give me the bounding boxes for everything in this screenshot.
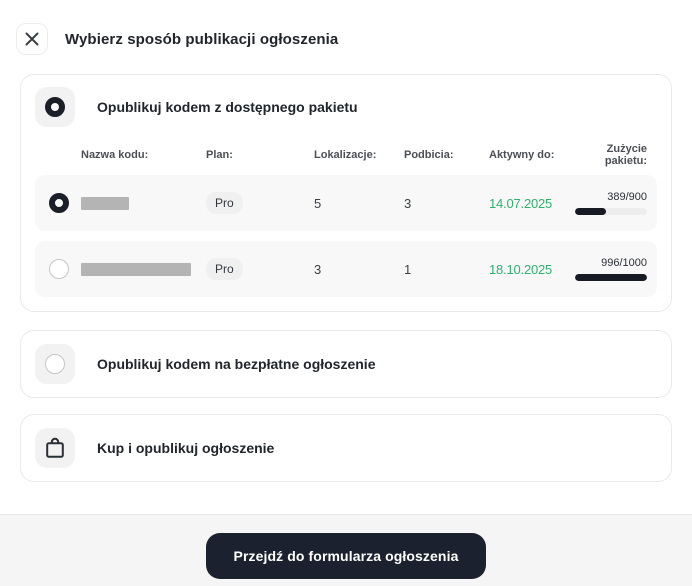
row-radio-selected-icon[interactable]	[49, 193, 69, 213]
col-header-plan: Plan:	[206, 149, 233, 161]
active-until-value: 14.07.2025	[489, 195, 553, 211]
modal-header: Wybierz sposób publikacji ogłoszenia	[0, 0, 692, 55]
modal-content: Opublikuj kodem z dostępnego pakietu Naz…	[0, 55, 692, 482]
active-until-value: 18.10.2025	[489, 261, 553, 277]
usage-progress-bar	[575, 208, 647, 215]
shopping-bag-icon	[46, 437, 64, 458]
col-header-bumps: Podbicia:	[404, 149, 454, 161]
usage-progress-bar	[575, 274, 647, 281]
code-row-2[interactable]: Pro 3 1 18.10.2025 996/1000	[35, 241, 657, 297]
package-codes-table: Nazwa kodu: Plan: Lokalizacje: Podbicia:…	[35, 143, 657, 297]
option-buy-label: Kup i opublikuj ogłoszenie	[97, 440, 275, 456]
go-to-listing-form-button[interactable]: Przejdź do formularza ogłoszenia	[205, 532, 487, 579]
code-row-1[interactable]: Pro 5 3 14.07.2025 389/900	[35, 175, 657, 231]
close-icon	[25, 32, 39, 46]
plan-badge: Pro	[206, 192, 243, 214]
col-header-locations: Lokalizacje:	[314, 149, 377, 161]
col-header-active-until: Aktywny do:	[489, 149, 555, 161]
col-header-usage: Zużycie pakietu:	[604, 143, 647, 167]
locations-value: 3	[314, 261, 322, 277]
option-package-label: Opublikuj kodem z dostępnego pakietu	[97, 99, 358, 115]
col-header-name: Nazwa kodu:	[81, 149, 149, 161]
option-free-label: Opublikuj kodem na bezpłatne ogłoszenie	[97, 356, 376, 372]
close-button[interactable]	[16, 23, 48, 55]
shopping-bag-icon-container	[35, 428, 75, 468]
option-radio-container	[35, 87, 75, 127]
modal-footer: Przejdź do formularza ogłoszenia	[0, 514, 692, 586]
bumps-value: 3	[404, 195, 412, 211]
radio-unselected-icon[interactable]	[45, 354, 65, 374]
usage-label: 996/1000	[601, 257, 647, 269]
usage-progress-fill	[575, 208, 606, 215]
code-name-redacted	[81, 262, 191, 276]
table-header-row: Nazwa kodu: Plan: Lokalizacje: Podbicia:…	[35, 143, 657, 167]
radio-selected-icon[interactable]	[45, 97, 65, 117]
option-publish-with-package[interactable]: Opublikuj kodem z dostępnego pakietu Naz…	[20, 74, 672, 312]
option-radio-container	[35, 344, 75, 384]
usage-progress-fill	[575, 274, 647, 281]
bumps-value: 1	[404, 261, 412, 277]
plan-badge: Pro	[206, 258, 243, 280]
code-name-redacted	[81, 196, 129, 210]
modal-title: Wybierz sposób publikacji ogłoszenia	[65, 30, 339, 48]
row-radio-unselected-icon[interactable]	[49, 259, 69, 279]
option-publish-free-code[interactable]: Opublikuj kodem na bezpłatne ogłoszenie	[20, 330, 672, 398]
usage-label: 389/900	[607, 191, 647, 203]
locations-value: 5	[314, 195, 322, 211]
option-buy-and-publish[interactable]: Kup i opublikuj ogłoszenie	[20, 414, 672, 482]
